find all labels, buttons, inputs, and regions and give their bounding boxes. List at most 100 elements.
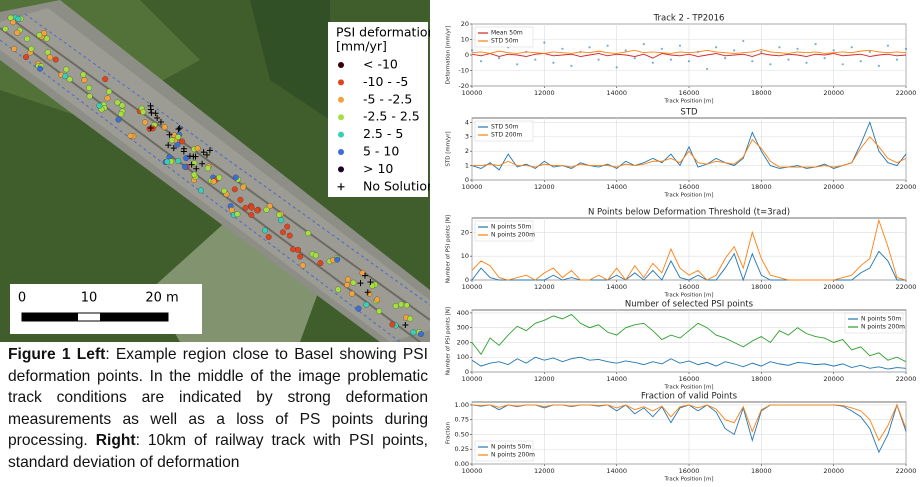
x-tick-label: 16000: [679, 467, 700, 475]
psi-point: [37, 66, 43, 72]
data-point: [869, 51, 871, 53]
psi-point: [374, 297, 380, 303]
legend-label: N points 50m: [491, 444, 531, 451]
x-tick-label: 14000: [606, 375, 627, 383]
y-tick-label: 0: [465, 276, 469, 284]
data-point: [625, 49, 627, 51]
x-tick-label: 16000: [679, 183, 700, 191]
legend-label: -10 - -5: [363, 74, 408, 89]
data-point: [796, 48, 798, 50]
y-tick-label: -10: [458, 67, 469, 75]
x-tick-label: 18000: [751, 183, 772, 191]
caption-text: Right: [96, 432, 136, 449]
psi-point: [44, 36, 50, 42]
psi-point: [390, 322, 396, 328]
data-point: [751, 60, 753, 62]
y-tick-label: 20: [461, 228, 469, 236]
scale-bar-segment: [100, 313, 168, 321]
x-axis-label: Track Position [m]: [664, 99, 714, 105]
data-point: [588, 46, 590, 48]
legend-marker: [338, 166, 344, 172]
x-axis-label: Track Position [m]: [664, 477, 714, 483]
psi-point: [318, 260, 324, 266]
x-tick-label: 10000: [462, 467, 483, 475]
x-tick-label: 14000: [606, 283, 627, 291]
psi-point: [297, 254, 303, 260]
legend-marker: [338, 79, 344, 85]
y-tick-label: 10: [461, 252, 469, 260]
psi-point: [62, 73, 68, 79]
psi-point: [195, 146, 201, 152]
psi-point: [182, 164, 188, 170]
x-tick-label: 20000: [823, 89, 844, 97]
legend-label: > 10: [363, 161, 393, 176]
x-tick-label: 22000: [896, 283, 917, 291]
y-tick-label: 0: [465, 51, 469, 59]
y-tick-label: -20: [458, 82, 469, 90]
legend-marker: [338, 149, 344, 155]
x-tick-label: 16000: [679, 375, 700, 383]
data-point: [570, 65, 572, 67]
psi-point: [249, 212, 255, 218]
y-tick-label: 10: [461, 36, 469, 44]
psi-point: [404, 303, 410, 309]
y-tick-label: 100: [457, 353, 469, 361]
legend-label: < -10: [363, 57, 398, 72]
x-tick-label: 18000: [751, 283, 772, 291]
psi-point: [290, 247, 296, 253]
data-point: [679, 45, 681, 47]
psi-point: [81, 72, 87, 78]
psi-point: [86, 85, 92, 91]
x-tick-label: 16000: [679, 283, 700, 291]
legend-label: STD 50m: [491, 124, 519, 131]
scale-label: 0: [18, 291, 26, 306]
psi-point: [23, 54, 29, 60]
legend-marker: [338, 97, 344, 103]
psi-point: [232, 187, 238, 193]
x-axis-label: Track Position [m]: [664, 293, 714, 299]
psi-point: [287, 233, 293, 239]
y-axis-label: Fraction: [446, 422, 452, 444]
psi-point: [398, 302, 404, 308]
legend-label: N points 200m: [491, 232, 535, 239]
psi-point: [14, 30, 20, 36]
data-point: [824, 57, 826, 59]
data-point: [543, 42, 545, 44]
psi-point: [295, 247, 301, 253]
psi-point: [335, 287, 341, 293]
x-axis-label: Track Position [m]: [664, 193, 714, 199]
psi-point: [63, 67, 69, 73]
psi-point: [211, 179, 217, 185]
psi-point: [349, 291, 355, 297]
x-tick-label: 18000: [751, 89, 772, 97]
psi-point: [233, 175, 239, 181]
psi-point: [116, 117, 122, 123]
psi-point: [238, 197, 244, 203]
psi-point: [276, 212, 282, 218]
data-point: [733, 49, 735, 51]
x-tick-label: 22000: [896, 375, 917, 383]
psi-point: [106, 89, 112, 95]
psi-point: [97, 103, 103, 109]
data-point: [842, 63, 844, 65]
data-point: [851, 46, 853, 48]
legend-title: [mm/yr]: [336, 39, 387, 54]
scale-label: 20 m: [145, 291, 178, 306]
psi-point: [240, 185, 246, 191]
psi-point: [47, 55, 53, 61]
psi-point: [334, 257, 340, 263]
psi-point: [266, 234, 272, 240]
x-tick-label: 12000: [534, 89, 555, 97]
data-point: [480, 60, 482, 62]
psi-point: [140, 109, 146, 115]
x-axis-label: Track Position [m]: [664, 385, 714, 391]
data-point: [688, 60, 690, 62]
psi-point: [179, 139, 185, 145]
x-tick-label: 12000: [534, 467, 555, 475]
psi-point: [175, 134, 181, 140]
data-point: [787, 59, 789, 61]
psi-point: [235, 211, 241, 217]
legend-label: N points 50m: [861, 316, 901, 323]
psi-point: [344, 282, 350, 288]
